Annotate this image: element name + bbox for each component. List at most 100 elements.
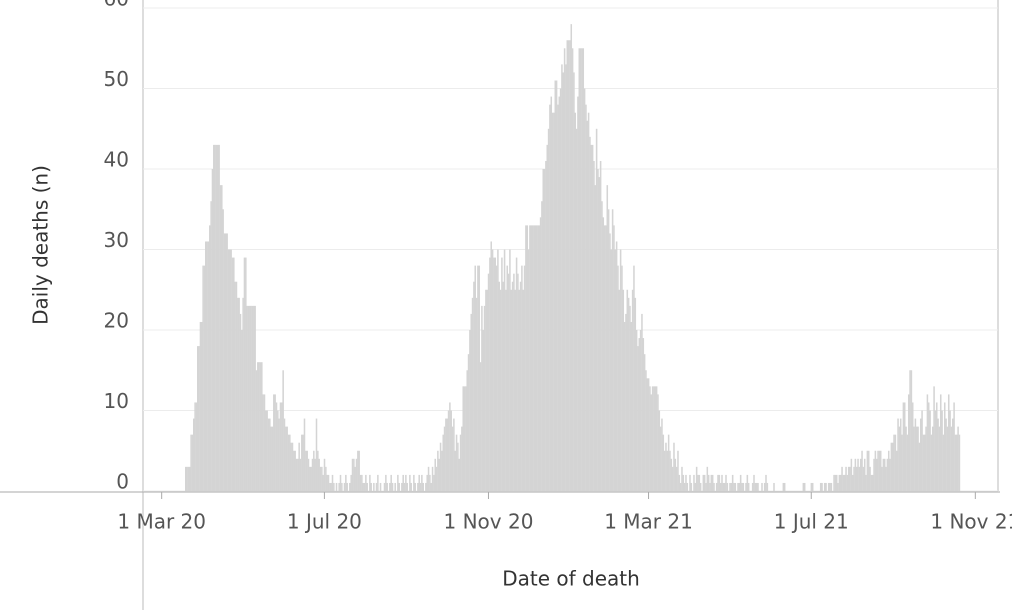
bar (305, 450, 307, 491)
bar (587, 112, 590, 491)
x-tick-label: 1 Nov 20 (444, 510, 534, 534)
bar (202, 265, 204, 491)
bar (258, 362, 260, 491)
bar (207, 241, 210, 491)
bar (953, 402, 955, 491)
bar (271, 426, 274, 491)
bar (537, 225, 539, 491)
bar (241, 330, 243, 491)
bar (507, 273, 510, 491)
y-tick-label: 10 (104, 389, 129, 413)
bar (585, 104, 587, 491)
bar (234, 281, 236, 491)
bar (410, 482, 412, 491)
y-axis-title: Daily deaths (n) (29, 165, 53, 325)
bar (306, 450, 308, 491)
bar (430, 482, 432, 491)
bar (431, 466, 434, 491)
bar (697, 474, 699, 491)
bar (673, 442, 675, 491)
bar (297, 458, 299, 491)
bar (915, 426, 918, 491)
bar (554, 80, 557, 491)
bar (185, 466, 187, 491)
bar (429, 474, 431, 491)
bar (214, 144, 216, 491)
bar (605, 225, 607, 491)
bar (763, 482, 766, 491)
bar (877, 450, 879, 491)
bar (529, 225, 531, 491)
bar (238, 297, 240, 491)
bar (354, 466, 356, 491)
bar (650, 394, 653, 491)
bar (487, 273, 490, 491)
bar (765, 474, 767, 491)
bar (834, 474, 837, 491)
bar (366, 482, 368, 491)
bar (389, 482, 391, 491)
bar (279, 402, 282, 491)
bar (518, 289, 521, 491)
bar (649, 386, 651, 491)
bar (730, 482, 733, 491)
bar (941, 410, 943, 491)
bar (470, 313, 472, 491)
bar (685, 474, 687, 491)
bar (690, 482, 693, 491)
bar (186, 466, 188, 491)
bar (893, 434, 895, 491)
bar (317, 450, 319, 491)
bar (573, 72, 575, 491)
bar (839, 474, 842, 491)
bar (651, 386, 654, 491)
bar (287, 434, 290, 491)
bar (843, 474, 846, 491)
bar (419, 482, 422, 491)
bar (257, 362, 259, 491)
bar (895, 450, 898, 491)
bar (810, 482, 813, 491)
bar (913, 426, 915, 491)
bar (266, 410, 268, 491)
bar (666, 450, 669, 491)
bar (630, 321, 633, 491)
bar (230, 249, 232, 491)
bar (830, 482, 833, 491)
bar (346, 482, 348, 491)
bar (870, 474, 873, 491)
bar (314, 458, 316, 491)
bar (670, 458, 673, 491)
bar (698, 474, 701, 491)
bar (551, 112, 554, 491)
bar (446, 418, 448, 491)
bar (639, 330, 642, 491)
bar (246, 305, 248, 491)
bar (514, 289, 517, 491)
bar (709, 482, 711, 491)
bar (474, 265, 476, 491)
bar (883, 458, 886, 491)
bar (467, 354, 470, 491)
bar (331, 474, 334, 491)
bar (351, 458, 354, 491)
bar (353, 458, 355, 491)
bar (722, 482, 725, 491)
bar (875, 458, 878, 491)
bar (391, 482, 394, 491)
y-tick-label: 0 (116, 470, 129, 494)
bar (494, 257, 497, 491)
bar (626, 289, 629, 491)
bar (575, 128, 578, 492)
bar (302, 434, 304, 491)
bar (349, 482, 351, 491)
bar (737, 482, 739, 491)
bar (323, 458, 326, 491)
bar (203, 265, 206, 491)
bar (741, 482, 743, 491)
bar (838, 474, 841, 491)
bar (477, 265, 479, 491)
bar (939, 394, 942, 491)
bar (542, 169, 545, 492)
bar (671, 466, 674, 491)
